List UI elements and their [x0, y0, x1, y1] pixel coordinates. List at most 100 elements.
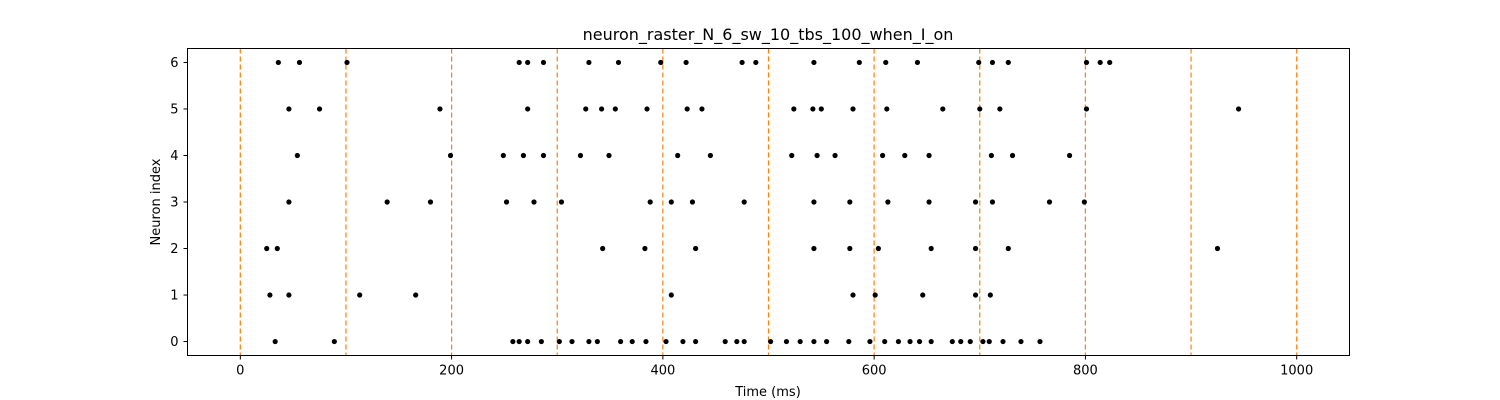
spike-point — [586, 59, 592, 66]
spike-point — [618, 338, 624, 345]
spike-point — [294, 152, 300, 159]
spike-point — [689, 199, 696, 205]
spike-point — [916, 338, 923, 345]
spike-point — [558, 199, 565, 205]
spike-point — [1081, 199, 1087, 205]
spike-point — [540, 152, 547, 159]
spike-point — [316, 106, 323, 112]
spike-point — [516, 338, 522, 345]
spike-point — [741, 199, 747, 205]
spike-point — [1083, 106, 1090, 112]
spike-point — [739, 59, 745, 66]
spike-point — [811, 59, 817, 66]
spike-point — [525, 338, 531, 345]
spike-point — [928, 245, 934, 252]
spike-point — [791, 106, 797, 112]
spike-point — [1214, 245, 1221, 252]
x-axis-label: Time (ms) — [734, 385, 801, 400]
spike-point — [989, 199, 996, 205]
spike-point — [882, 338, 888, 345]
spike-point — [344, 59, 350, 66]
spike-point — [668, 199, 674, 205]
spike-point — [884, 106, 890, 112]
spike-point — [847, 199, 853, 205]
x-tick-label: 400 — [650, 364, 675, 379]
spike-point — [1005, 59, 1011, 66]
spike-point — [556, 338, 562, 345]
y-axis-label: Neuron index — [149, 158, 164, 245]
spike-point — [972, 245, 979, 252]
y-tick-label: 5 — [170, 102, 178, 117]
spike-point — [540, 59, 547, 66]
spike-point — [658, 59, 664, 66]
spike-point — [989, 59, 996, 66]
spike-point — [1037, 338, 1043, 345]
spike-point — [1107, 59, 1113, 66]
spike-point — [875, 245, 881, 252]
spike-point — [895, 338, 902, 345]
spike-point — [1097, 59, 1103, 66]
y-tick-label: 1 — [170, 289, 178, 304]
spike-point — [958, 338, 964, 345]
y-axis-ticks: 0 1 2 3 4 5 6 — [170, 56, 188, 350]
y-tick-label: 2 — [170, 242, 178, 257]
spike-point — [920, 292, 926, 298]
spike-point — [357, 292, 363, 298]
spike-point — [447, 152, 454, 159]
spike-point — [722, 338, 728, 345]
spike-point — [683, 59, 689, 66]
spike-point — [783, 338, 790, 345]
spike-point — [797, 338, 803, 345]
spike-point — [914, 59, 921, 66]
spike-point — [972, 292, 979, 298]
spike-point — [598, 106, 605, 112]
spike-point — [437, 106, 443, 112]
spike-point — [569, 338, 575, 345]
spike-point — [272, 338, 278, 345]
spike-point — [643, 338, 649, 345]
spike-point — [867, 338, 873, 345]
spike-point — [384, 199, 390, 205]
spike-point — [850, 292, 856, 298]
spike-point — [668, 292, 674, 298]
spike-point — [902, 152, 908, 159]
spike-point — [663, 338, 669, 345]
spike-point — [980, 338, 986, 345]
spike-point — [811, 245, 817, 252]
spike-point — [577, 152, 584, 159]
spike-point — [606, 152, 612, 159]
spike-point — [926, 152, 932, 159]
spike-point — [976, 59, 982, 66]
spike-point — [629, 338, 635, 345]
spike-point — [693, 338, 699, 345]
spike-point — [811, 199, 817, 205]
y-tick-label: 6 — [170, 56, 178, 71]
spike-point — [928, 338, 934, 345]
spike-point — [986, 338, 992, 345]
spike-point — [1018, 338, 1024, 345]
spike-point — [741, 338, 747, 345]
spike-point — [824, 338, 830, 345]
spike-point — [847, 245, 853, 252]
spike-point — [615, 59, 622, 66]
spike-point — [594, 338, 600, 345]
spike-point — [856, 59, 862, 66]
spike-point — [818, 106, 824, 112]
spike-point — [883, 59, 889, 66]
spike-point — [811, 338, 817, 345]
spike-point — [907, 338, 913, 345]
spike-point — [1235, 106, 1242, 112]
spike-point — [500, 152, 506, 159]
spike-point — [286, 106, 292, 112]
spike-point — [734, 338, 740, 345]
spike-point — [940, 106, 946, 112]
spike-point — [680, 338, 686, 345]
spike-point — [987, 292, 993, 298]
spike-point — [1046, 199, 1053, 205]
spike-point — [583, 106, 589, 112]
spike-point — [275, 59, 281, 66]
spike-point — [427, 199, 434, 205]
spike-point — [331, 338, 337, 345]
spike-point — [510, 338, 516, 345]
